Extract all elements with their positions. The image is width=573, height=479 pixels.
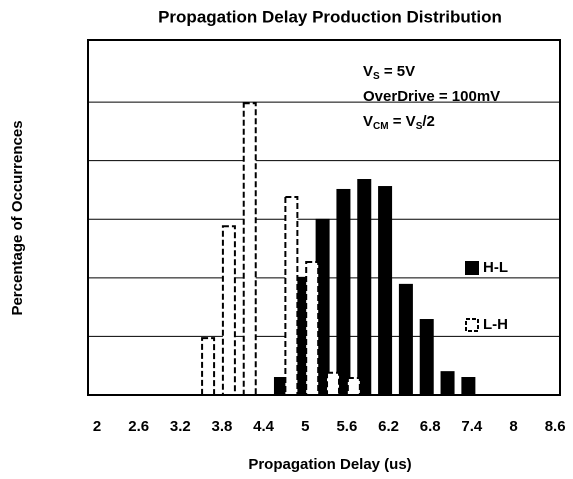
annotation: VS = 5V	[363, 63, 415, 82]
annotation-part: CM	[373, 121, 389, 132]
y-axis-label: Percentage of Occurrences	[9, 120, 26, 315]
annotation-part: = V	[389, 113, 416, 130]
annotation-part: OverDrive = 100mV	[363, 88, 500, 105]
bar	[221, 225, 236, 396]
bar	[440, 371, 455, 397]
x-tick-label: 6.2	[378, 418, 399, 435]
x-tick-label: 3.2	[170, 418, 191, 435]
annotation-part: S	[373, 71, 380, 82]
bar	[336, 188, 351, 396]
annotation-part: S	[416, 121, 423, 132]
legend-label: H-L	[483, 259, 508, 276]
annotation: OverDrive = 100mV	[363, 88, 500, 105]
bar	[201, 337, 216, 397]
legend-label: L-H	[483, 316, 508, 333]
annotation-part: /2	[422, 113, 435, 130]
x-tick-label: 8.6	[545, 418, 566, 435]
x-tick-label: 6.8	[420, 418, 441, 435]
legend-swatch	[465, 261, 479, 275]
annotation-part: V	[363, 113, 373, 130]
x-axis-label: Propagation Delay (us)	[248, 456, 411, 473]
x-tick-label: 2.6	[128, 418, 149, 435]
bar	[242, 102, 257, 396]
chart-title: Propagation Delay Production Distributio…	[158, 7, 502, 26]
annotation: VCM = VS/2	[363, 113, 435, 132]
plot-frame	[87, 39, 561, 396]
x-tick-label: 3.8	[212, 418, 233, 435]
x-tick-label: 8	[509, 418, 517, 435]
annotation-part: = 5V	[380, 63, 415, 80]
bar	[378, 186, 393, 396]
bar	[284, 195, 299, 396]
x-tick-label: 5.6	[336, 418, 357, 435]
x-tick-label: 2	[93, 418, 101, 435]
x-tick-label: 5	[301, 418, 309, 435]
bar	[461, 377, 476, 397]
annotation-part: V	[363, 63, 373, 80]
bar	[305, 261, 320, 396]
bar	[419, 319, 434, 397]
bar	[357, 179, 372, 396]
bar	[398, 283, 413, 396]
x-tick-label: 7.4	[461, 418, 483, 435]
bar	[346, 377, 361, 397]
legend-swatch	[465, 318, 479, 332]
x-tick-label: 4.4	[253, 418, 275, 435]
bar	[326, 371, 341, 397]
